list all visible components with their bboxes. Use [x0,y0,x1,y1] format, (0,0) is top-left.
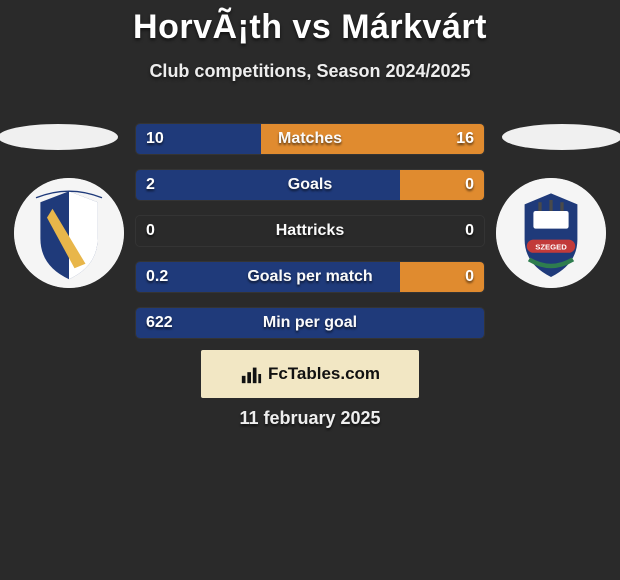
left-shadow-oval [0,124,118,150]
brand-box: FcTables.com [201,350,419,398]
comparison-bars: 1016Matches 20Goals 00Hattricks 0.20Goals p… [136,124,484,354]
stat-category-label: Min per goal [136,308,484,338]
bar-chart-icon [240,363,262,385]
stat-bar: 0.20Goals per match [136,262,484,292]
away-crest-svg: SZEGED [496,178,606,288]
comparison-date: 11 february 2025 [0,408,620,429]
stat-category-label: Goals per match [136,262,484,292]
brand-text: FcTables.com [268,364,380,384]
stat-bar: 20Goals [136,170,484,200]
right-shadow-oval [502,124,620,150]
svg-text:SZEGED: SZEGED [535,243,567,252]
home-crest-svg [14,178,124,288]
stat-bar: 00Hattricks [136,216,484,246]
stat-category-label: Goals [136,170,484,200]
stat-category-label: Hattricks [136,216,484,246]
stat-bar: 622Min per goal [136,308,484,338]
comparison-subtitle: Club competitions, Season 2024/2025 [0,61,620,82]
away-club-crest: SZEGED [496,178,606,288]
stat-category-label: Matches [136,124,484,154]
comparison-title: HorvÃ¡th vs Márkvárt [0,0,620,47]
stat-bar: 1016Matches [136,124,484,154]
home-club-crest [14,178,124,288]
